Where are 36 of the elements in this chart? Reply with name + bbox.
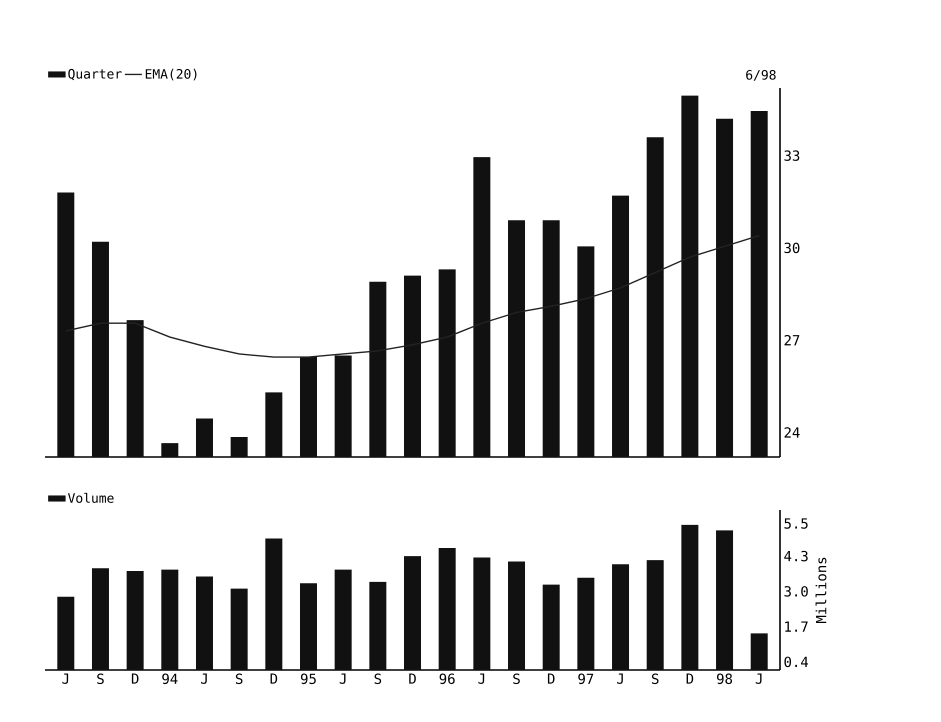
x-tick-label: S [652,674,658,684]
x-tick-label: D [548,674,555,684]
y-tick-label: 27 [784,334,800,346]
x-tick-label: J [201,674,207,684]
y-tick-label: 5.5 [784,518,808,529]
x-tick-label: 97 [578,674,594,684]
x-tick-label: S [513,674,520,684]
x-tick-label: 94 [162,674,178,684]
x-tick-label: D [409,674,416,684]
y-tick-label: 24 [784,427,800,438]
legend-label: Quarter [68,68,122,80]
line-series [65,234,760,358]
y-tick-label: 0.4 [784,656,808,668]
x-tick-label: J [478,674,484,684]
x-tick-label: S [236,674,242,684]
y-axis-title: Millions [816,558,826,624]
x-tick-label: S [97,674,104,684]
legend-label: Volume [68,492,114,503]
text: 6/98 [746,70,776,81]
x-tick-label: D [132,674,138,684]
legend-label: EMA(20) [146,68,196,80]
x-tick-label: 96 [440,674,455,684]
x-tick-label: 95 [300,674,316,684]
x-tick-label: S [374,674,382,684]
y-tick-label: 1.7 [785,622,808,632]
y-tick-label: 30 [784,242,800,254]
y-tick-label: 3.0 [784,586,808,597]
x-tick-label: D [270,674,278,684]
x-tick-label: J [62,674,68,684]
x-tick-label: J [340,674,346,684]
y-tick-label: 33 [784,150,800,161]
x-tick-label: J [756,674,762,684]
y-tick-label: 4.3 [784,550,808,562]
x-tick-label: D [686,674,694,684]
x-tick-label: J [617,674,623,684]
x-tick-label: 98 [717,674,732,684]
